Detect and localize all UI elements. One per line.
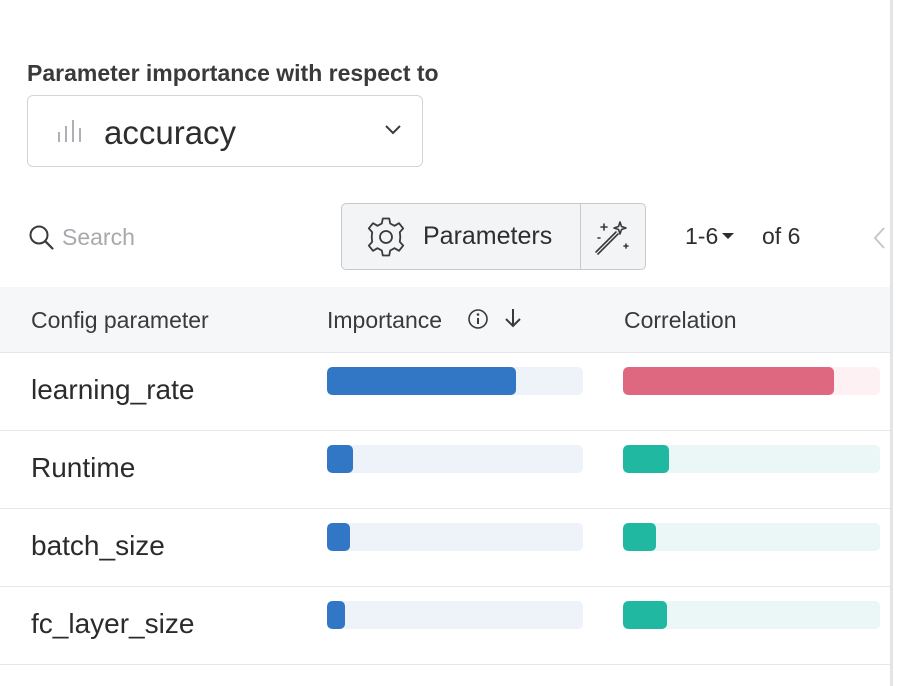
info-icon[interactable] — [467, 308, 489, 330]
parameters-button[interactable]: Parameters — [342, 204, 580, 269]
correlation-bar — [623, 601, 880, 629]
magic-wand-icon — [595, 221, 629, 255]
gear-icon — [367, 217, 405, 257]
importance-bar — [327, 445, 583, 473]
metric-value: accuracy — [104, 114, 237, 151]
importance-bar — [327, 601, 583, 629]
importance-bar — [327, 523, 583, 551]
arrow-down-icon[interactable] — [503, 307, 523, 329]
table-row[interactable]: batch_size — [0, 509, 890, 587]
table-header: Config parameter Importance Correlation — [0, 287, 890, 353]
page-total: of 6 — [762, 223, 801, 249]
parameters-button-group: Parameters — [341, 203, 646, 270]
button-divider — [580, 204, 581, 269]
importance-bar-fill — [327, 367, 516, 395]
column-header-config[interactable]: Config parameter — [31, 307, 209, 333]
correlation-bar-fill — [623, 367, 834, 395]
column-header-correlation[interactable]: Correlation — [624, 307, 737, 333]
magic-wand-button[interactable] — [581, 204, 645, 269]
importance-bar-fill — [327, 601, 345, 629]
correlation-bar — [623, 367, 880, 395]
chevron-left-icon[interactable] — [868, 222, 890, 254]
panel-border — [890, 0, 893, 686]
page-size-select[interactable]: 1-6 — [685, 223, 735, 250]
search-box[interactable] — [28, 220, 328, 256]
page-range: 1-6 — [685, 223, 719, 249]
importance-bar — [327, 367, 583, 395]
table-row[interactable]: Runtime — [0, 431, 890, 509]
correlation-bar — [623, 523, 880, 551]
search-input[interactable] — [62, 221, 302, 253]
table-row[interactable]: fc_layer_size — [0, 587, 890, 665]
column-header-importance[interactable]: Importance — [327, 307, 443, 333]
correlation-bar — [623, 445, 880, 473]
caret-down-icon — [722, 233, 735, 240]
correlation-bar-fill — [623, 523, 656, 551]
parameter-name: learning_rate — [31, 374, 195, 405]
correlation-bar-fill — [623, 445, 669, 473]
chevron-down-icon — [385, 125, 401, 135]
parameter-name: fc_layer_size — [31, 608, 195, 639]
panel-heading: Parameter importance with respect to — [27, 60, 439, 86]
parameter-name: batch_size — [31, 530, 165, 561]
parameter-name: Runtime — [31, 452, 136, 483]
table-row[interactable]: learning_rate — [0, 353, 890, 431]
metric-select[interactable]: accuracy — [27, 95, 423, 167]
search-icon — [29, 225, 54, 250]
parameters-label: Parameters — [423, 222, 553, 250]
correlation-bar-fill — [623, 601, 667, 629]
importance-bar-fill — [327, 523, 350, 551]
importance-bar-fill — [327, 445, 353, 473]
bar-chart-icon — [58, 120, 81, 142]
